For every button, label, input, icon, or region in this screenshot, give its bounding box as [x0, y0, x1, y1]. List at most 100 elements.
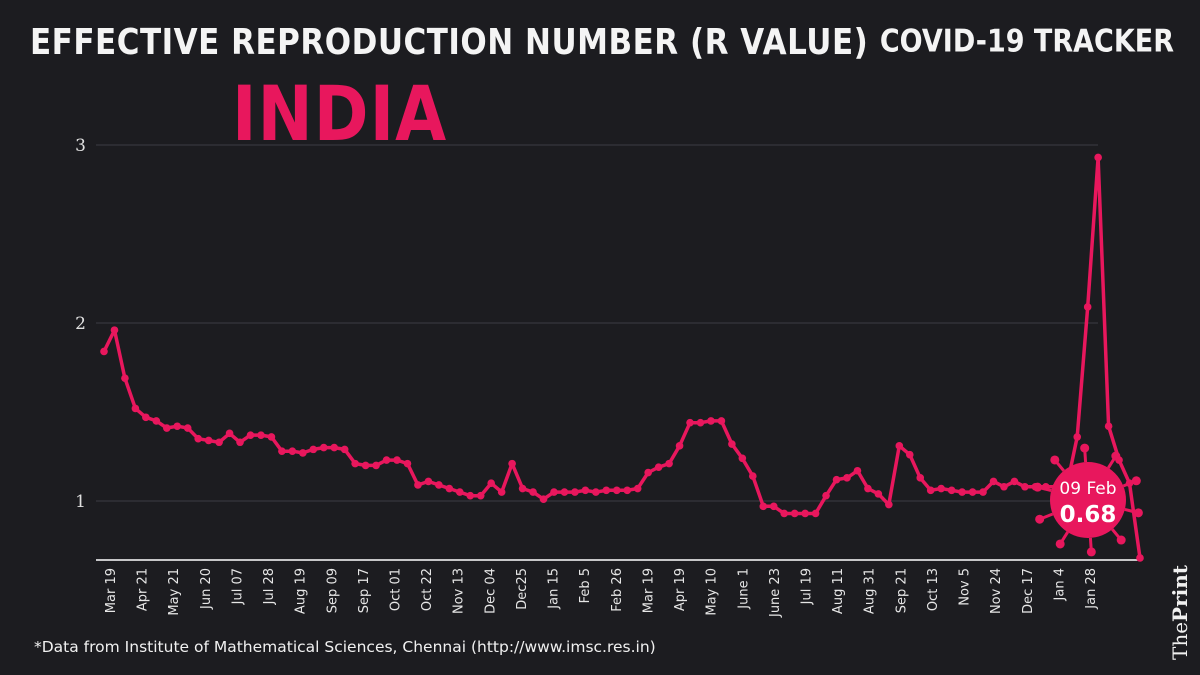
data-point — [330, 443, 339, 452]
chart-title: EFFECTIVE REPRODUCTION NUMBER (R VALUE) — [30, 22, 869, 64]
data-point — [131, 404, 140, 413]
data-point — [110, 326, 119, 334]
y-axis: 1 2 3 — [75, 136, 86, 512]
data-point — [340, 445, 349, 454]
data-point — [361, 461, 370, 470]
data-point — [560, 488, 569, 496]
x-tick-label: Jul 19 — [799, 568, 814, 605]
data-point — [382, 456, 391, 464]
data-point — [487, 479, 495, 488]
x-tick-label: Sep 17 — [357, 568, 372, 613]
data-point — [194, 434, 202, 443]
data-point — [435, 481, 443, 489]
virus-body — [1050, 462, 1126, 538]
data-points — [100, 153, 1144, 562]
virus-spike-tip — [1111, 451, 1121, 461]
last-value-callout: 09 Feb 0.68 — [1033, 443, 1143, 557]
data-point — [299, 449, 307, 457]
series-line — [102, 155, 1142, 559]
data-point — [445, 484, 454, 493]
brand-logo: ThePrint — [1168, 565, 1192, 660]
data-point — [183, 424, 192, 432]
data-point — [958, 488, 966, 496]
virus-spike-tip — [1033, 482, 1043, 492]
virus-spike-tip — [1035, 514, 1045, 524]
data-point — [1094, 153, 1102, 162]
data-point — [612, 486, 621, 495]
data-point — [508, 459, 516, 468]
tracker-label: COVID-19 TRACKER — [879, 24, 1174, 60]
data-point — [1104, 422, 1113, 431]
data-point — [633, 484, 642, 493]
x-tick-label: Aug 31 — [863, 568, 878, 614]
data-point — [225, 429, 234, 438]
x-tick-label: Jul 07 — [230, 568, 245, 605]
data-point — [476, 491, 485, 500]
callout-date: 09 Feb — [1059, 479, 1116, 499]
data-point — [832, 475, 841, 484]
data-point — [801, 509, 809, 518]
x-tick-label: Jan 28 — [1084, 568, 1099, 610]
data-point — [843, 474, 851, 482]
data-point — [1010, 477, 1019, 486]
virus-spike-tip — [1133, 508, 1143, 518]
data-point — [916, 474, 925, 482]
x-tick-label: Oct 22 — [420, 568, 435, 611]
data-point — [675, 442, 684, 450]
data-point — [581, 486, 590, 495]
data-point — [236, 438, 244, 447]
data-point — [278, 447, 286, 455]
data-point — [121, 374, 129, 382]
x-tick-label: Apr 19 — [673, 568, 688, 611]
data-point — [759, 502, 768, 511]
data-point — [529, 488, 537, 496]
x-tick-label: Dec 17 — [1021, 568, 1036, 614]
data-point — [989, 477, 998, 486]
data-point — [1000, 482, 1008, 491]
brand-the: The — [1168, 621, 1192, 660]
data-point — [937, 484, 945, 493]
x-tick-label: Nov 24 — [989, 568, 1004, 614]
virus-spike-tip — [1131, 476, 1141, 486]
data-point — [1136, 554, 1144, 562]
data-point — [571, 488, 579, 496]
data-point — [204, 436, 213, 445]
data-point — [853, 466, 862, 475]
virus-spike-tip — [1080, 443, 1090, 453]
data-point — [947, 486, 956, 495]
data-point — [173, 422, 182, 431]
data-point — [769, 502, 778, 511]
virus-spike-tip — [1086, 547, 1096, 557]
x-tick-label: Dec25 — [515, 568, 530, 610]
data-point — [905, 450, 914, 459]
data-point — [142, 413, 150, 422]
x-tick-label: May 21 — [167, 568, 182, 616]
data-point — [424, 477, 433, 486]
virus-icon — [1033, 443, 1143, 557]
x-tick-label: Nov 5 — [958, 568, 973, 606]
gridlines — [96, 144, 1098, 502]
data-point — [728, 440, 736, 448]
data-point — [885, 500, 893, 509]
callout-value: 0.68 — [1060, 502, 1117, 528]
y-tick-label: 2 — [75, 314, 86, 334]
data-point — [309, 445, 318, 454]
data-point — [403, 459, 412, 468]
data-point — [665, 459, 673, 468]
x-tick-label: June 23 — [768, 568, 783, 618]
data-point — [790, 509, 799, 518]
data-point — [811, 509, 820, 518]
data-point — [267, 433, 276, 441]
data-point — [686, 418, 694, 427]
data-point — [288, 447, 297, 455]
data-point — [822, 491, 830, 500]
x-tick-label: Feb 26 — [610, 568, 625, 612]
data-point — [257, 431, 265, 439]
data-point — [644, 468, 652, 477]
data-point — [518, 484, 527, 493]
data-point — [497, 488, 506, 496]
data-point — [550, 488, 558, 496]
data-point — [1083, 303, 1092, 311]
data-point — [623, 486, 632, 495]
